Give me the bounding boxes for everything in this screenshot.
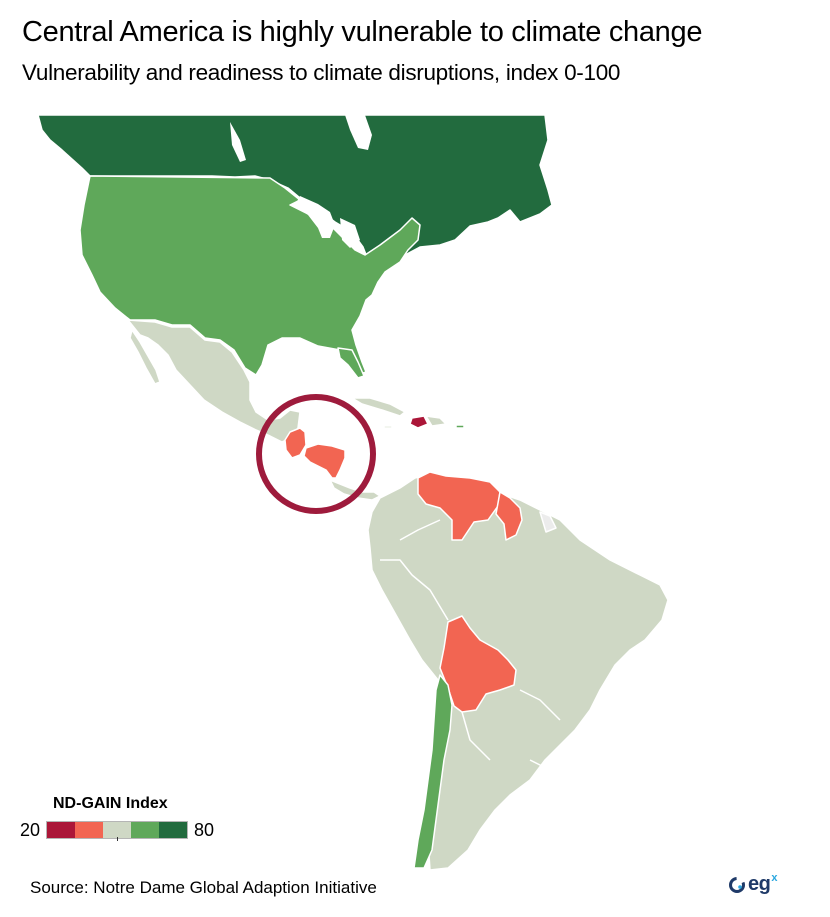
country-chile xyxy=(413,674,453,869)
country-puerto-rico xyxy=(455,424,465,429)
choropleth-map xyxy=(37,114,669,871)
country-french-guiana xyxy=(539,511,557,533)
legend-max-label: 80 xyxy=(194,820,215,840)
chart-subtitle: Vulnerability and readiness to climate d… xyxy=(22,60,621,85)
chart-title: Central America is highly vulnerable to … xyxy=(22,16,703,48)
country-dominican-republic xyxy=(425,415,447,427)
country-guatemala xyxy=(284,427,307,459)
legend-swatch-5 xyxy=(159,822,188,838)
country-venezuela xyxy=(417,471,501,541)
legend-swatch-1 xyxy=(47,822,76,838)
legend-min-label: 20 xyxy=(20,820,41,840)
legend-title: ND-GAIN Index xyxy=(53,795,168,812)
country-guyana xyxy=(495,491,523,541)
egx-logo: eg x xyxy=(728,872,777,896)
country-united-states xyxy=(79,175,421,376)
country-honduras-nicaragua-el-salvador xyxy=(303,443,346,479)
country-cuba xyxy=(351,397,406,417)
logo-superscript: x xyxy=(771,872,778,884)
logo-text: eg xyxy=(748,873,771,895)
logo-swirl-icon xyxy=(729,877,745,893)
legend-swatch-4 xyxy=(131,822,160,838)
legend: 20 80 xyxy=(20,820,215,841)
source-note: Source: Notre Dame Global Adaption Initi… xyxy=(30,878,377,897)
legend-swatch-3 xyxy=(103,822,132,838)
legend-tick xyxy=(117,837,119,841)
country-mexico xyxy=(127,319,301,443)
country-haiti xyxy=(409,415,429,429)
legend-color-scale xyxy=(46,821,189,841)
legend-swatch-2 xyxy=(75,822,104,838)
highlight-circle xyxy=(256,394,376,514)
country-costa-rica-panama xyxy=(329,479,381,501)
